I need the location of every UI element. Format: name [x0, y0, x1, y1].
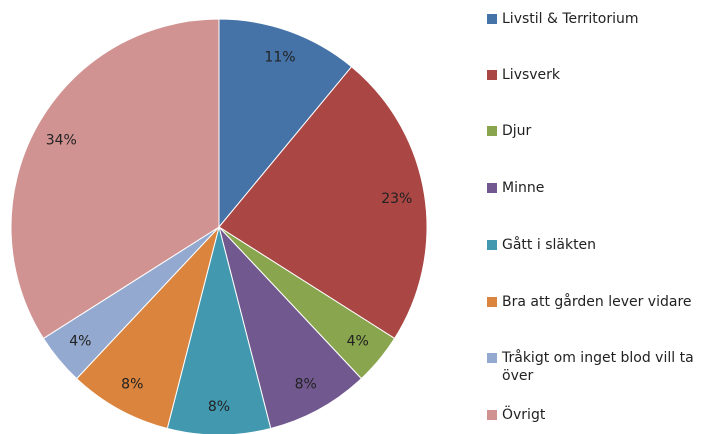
legend-label: Djur: [502, 123, 532, 139]
legend-swatch: [487, 126, 497, 136]
legend-label: Livstil & Territorium: [502, 11, 639, 27]
data-label: 8%: [121, 377, 143, 393]
data-label: 4%: [347, 334, 369, 350]
legend-swatch: [487, 183, 497, 193]
legend-swatch: [487, 70, 497, 80]
pie-slice: [166, 226, 272, 434]
legend-swatch: [487, 14, 497, 24]
legend-swatch: [487, 353, 497, 363]
legend-item: Livsverk: [487, 66, 702, 84]
legend-item: Övrigt: [487, 406, 702, 424]
pie-slice: [218, 18, 353, 229]
legend-label: Livsverk: [502, 67, 561, 83]
legend-swatch: [487, 297, 497, 307]
legend-item: Livstil & Territorium: [487, 10, 702, 28]
legend-label: Tråkigt om inget blod vill ta över: [502, 350, 694, 384]
data-label: 34%: [46, 132, 77, 148]
data-label: 8%: [295, 377, 317, 393]
legend-item: Djur: [487, 122, 702, 140]
pie-slice: [218, 226, 363, 430]
legend-item: Bra att gården lever vidare: [487, 293, 702, 311]
pie-slice: [75, 226, 220, 430]
data-label: 23%: [381, 191, 412, 207]
legend-item: Minne: [487, 179, 702, 197]
legend-label: Bra att gården lever vidare: [502, 294, 692, 310]
legend-label: Gått i släkten: [502, 237, 597, 253]
data-label: 8%: [208, 399, 230, 415]
legend-swatch: [487, 410, 497, 420]
legend-item: Tråkigt om inget blod vill ta över: [487, 349, 702, 385]
data-label: 4%: [69, 334, 91, 350]
legend-label: Minne: [502, 180, 545, 196]
pie-slice: [218, 66, 428, 340]
legend-label: Övrigt: [502, 407, 546, 423]
data-label: 11%: [264, 50, 295, 66]
legend-swatch: [487, 240, 497, 250]
pie-slice: [10, 18, 220, 340]
legend-item: Gått i släkten: [487, 236, 702, 254]
